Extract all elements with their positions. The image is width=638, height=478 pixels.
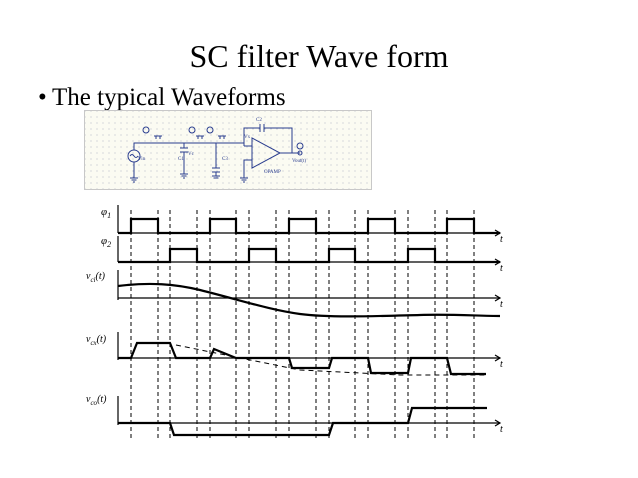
bullet-item: • The typical Waveforms — [38, 84, 286, 112]
vcx-envelope — [175, 344, 486, 376]
schematic-labels: C2 C1 C3 Vc Vin Vx Vout(t) OPAMP — [138, 118, 306, 175]
label-opamp: OPAMP — [264, 170, 281, 175]
t-label: t — [500, 263, 503, 274]
t-labels: t t t t t — [500, 234, 503, 435]
vco-trace — [118, 406, 487, 437]
vci-trace — [117, 282, 501, 318]
t-label: t — [500, 424, 503, 435]
schematic-wiring — [127, 124, 304, 183]
t-label: t — [500, 359, 503, 370]
label-c1: C1 — [178, 157, 184, 162]
label-phi1: φ1 — [101, 206, 111, 220]
label-vci: vci(t) — [86, 271, 106, 284]
phi1-trace — [118, 217, 500, 235]
label-c2: C2 — [256, 118, 262, 123]
bullet-text: The typical Waveforms — [52, 84, 286, 111]
axis-arrow — [494, 354, 502, 362]
timing-guides — [130, 210, 475, 440]
label-vout: Vout(t) — [292, 159, 306, 164]
phi2-trace — [118, 247, 500, 264]
trace-labels: φ1 φ2 vci(t) vcx(t) vco(t) — [86, 206, 111, 407]
schematic-image: C2 C1 C3 Vc Vin Vx Vout(t) OPAMP — [84, 110, 372, 190]
signal-traces — [117, 217, 501, 437]
label-c3: C3 — [222, 157, 228, 162]
label-phi2: φ2 — [101, 235, 111, 249]
slide-title: SC filter Wave form — [189, 38, 449, 74]
t-label: t — [500, 234, 503, 245]
label-vin: Vin — [138, 157, 146, 162]
label-vc: Vc — [188, 152, 195, 157]
waveform-diagram: φ1 φ2 vci(t) vcx(t) vco(t) t t t t t — [86, 205, 503, 440]
label-vcx: vcx(t) — [86, 334, 107, 347]
axis-arrow — [494, 419, 502, 427]
label-vco: vco(t) — [86, 394, 107, 407]
axis-arrow — [494, 294, 502, 302]
label-vx: Vx — [244, 135, 251, 140]
bullet-dot: • — [38, 84, 47, 111]
t-label: t — [500, 299, 503, 310]
